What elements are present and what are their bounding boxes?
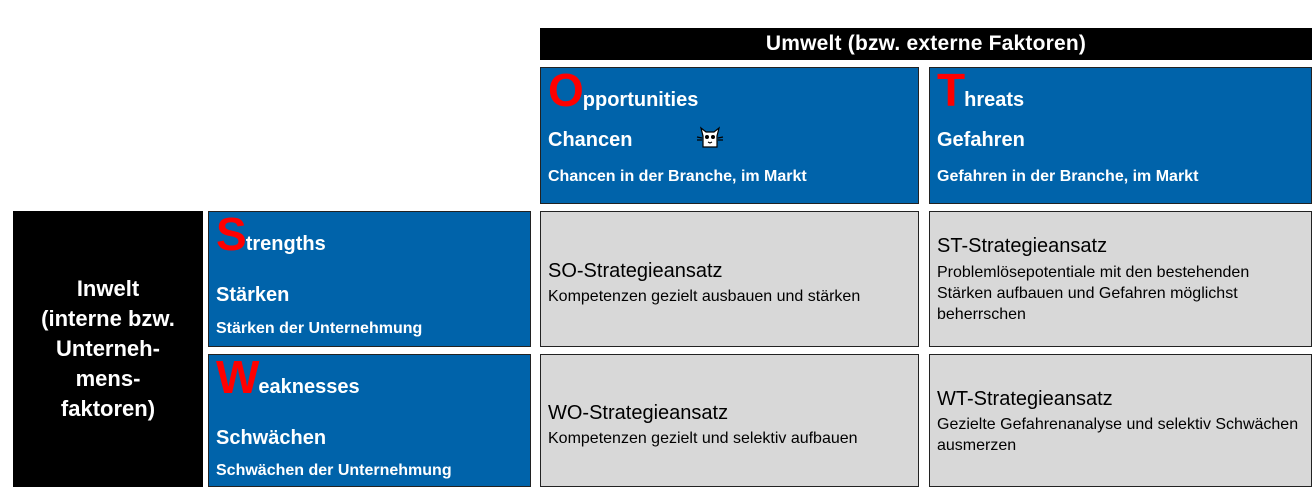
threats-desc: Gefahren in der Branche, im Markt	[937, 168, 1199, 185]
wt-strategy-desc: Gezielte Gefahrenanalyse und selektiv Sc…	[937, 416, 1299, 454]
external-factors-header: Umwelt (bzw. externe Faktoren)	[540, 28, 1312, 60]
so-strategy-desc: Kompetenzen gezielt ausbauen und stärken	[548, 288, 861, 305]
st-strategy-box: ST-Strategieansatz Problemlösepotentiale…	[929, 211, 1312, 347]
weaknesses-box: Weaknesses Schwächen Schwächen der Unter…	[208, 354, 531, 487]
strengths-title: Strengths	[216, 208, 326, 260]
wt-strategy-title: WT-Strategieansatz	[937, 388, 1113, 410]
threats-german: Gefahren	[937, 129, 1025, 151]
internal-factors-box: Inwelt (interne bzw. Unterneh- mens- fak…	[13, 211, 203, 487]
st-strategy-title: ST-Strategieansatz	[937, 235, 1108, 257]
weaknesses-desc: Schwächen der Unternehmung	[216, 462, 452, 479]
opportunities-box: Opportunities Chancen Chancen in der Bra…	[540, 67, 919, 204]
wo-strategy-desc: Kompetenzen gezielt und selektiv aufbaue…	[548, 430, 858, 447]
strengths-desc: Stärken der Unternehmung	[216, 320, 423, 337]
strengths-german: Stärken	[216, 284, 290, 306]
cat-icon	[696, 126, 724, 148]
internal-factors-label: Inwelt (interne bzw. Unterneh- mens- fak…	[41, 276, 175, 421]
wo-strategy-title: WO-Strategieansatz	[548, 402, 729, 424]
threats-box: Threats Gefahren Gefahren in der Branche…	[929, 67, 1312, 204]
external-factors-label: Umwelt (bzw. externe Faktoren)	[765, 32, 1087, 55]
threats-title: Threats	[937, 64, 1025, 116]
so-strategy-title: SO-Strategieansatz	[548, 260, 723, 282]
strengths-box: Strengths Stärken Stärken der Unternehmu…	[208, 211, 531, 347]
opportunities-german: Chancen	[548, 129, 633, 151]
wo-strategy-box: WO-Strategieansatz Kompetenzen gezielt u…	[540, 354, 919, 487]
st-strategy-desc: Problemlösepotentiale mit den bestehende…	[937, 264, 1250, 323]
opportunities-desc: Chancen in der Branche, im Markt	[548, 168, 807, 185]
so-strategy-box: SO-Strategieansatz Kompetenzen gezielt a…	[540, 211, 919, 347]
opportunities-title: Opportunities	[548, 64, 699, 116]
weaknesses-german: Schwächen	[216, 427, 327, 449]
weaknesses-title: Weaknesses	[216, 351, 360, 403]
wt-strategy-box: WT-Strategieansatz Gezielte Gefahrenanal…	[929, 354, 1312, 487]
